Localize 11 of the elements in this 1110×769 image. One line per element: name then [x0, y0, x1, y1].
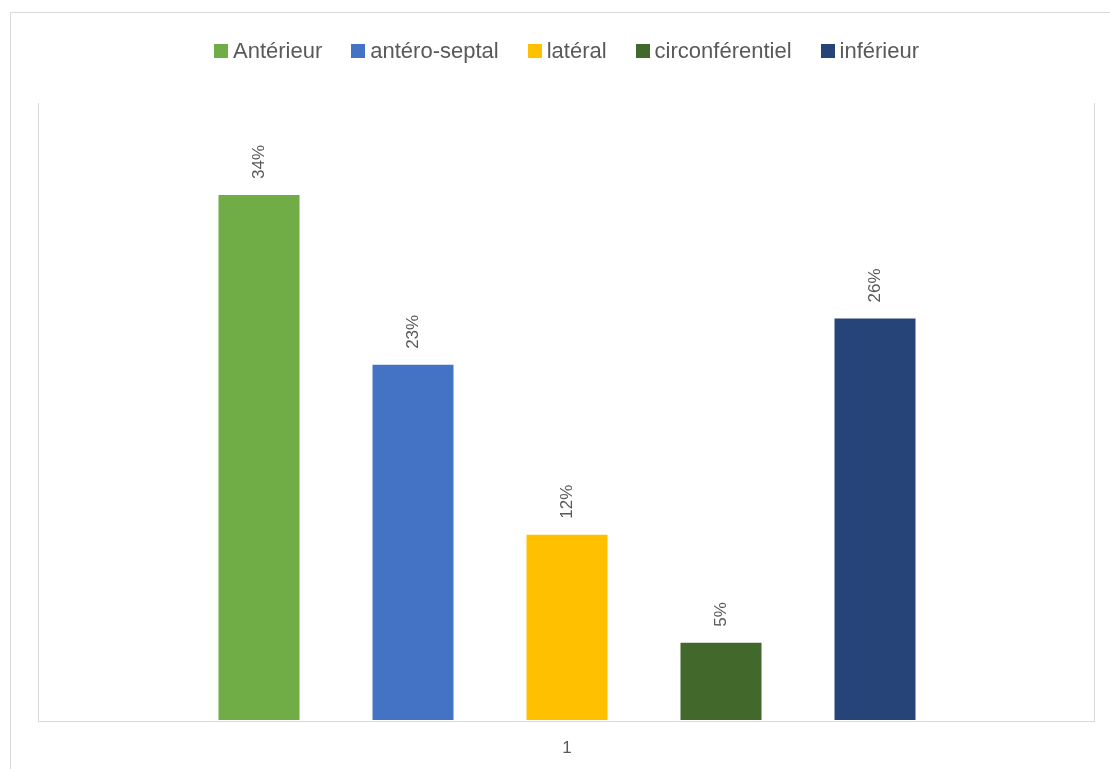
data-label: 26%: [864, 268, 884, 303]
data-label: 23%: [402, 314, 422, 349]
legend-label: circonférentiel: [654, 38, 792, 64]
data-label: 12%: [556, 484, 576, 519]
data-label: 34%: [248, 144, 268, 179]
legend-label: inférieur: [839, 38, 920, 64]
legend-label: latéral: [546, 38, 607, 64]
legend-label: Antérieur: [232, 38, 323, 64]
data-label: 5%: [710, 602, 730, 627]
legend-label: antéro-septal: [370, 38, 499, 64]
x-tick-label: 1: [562, 737, 572, 757]
